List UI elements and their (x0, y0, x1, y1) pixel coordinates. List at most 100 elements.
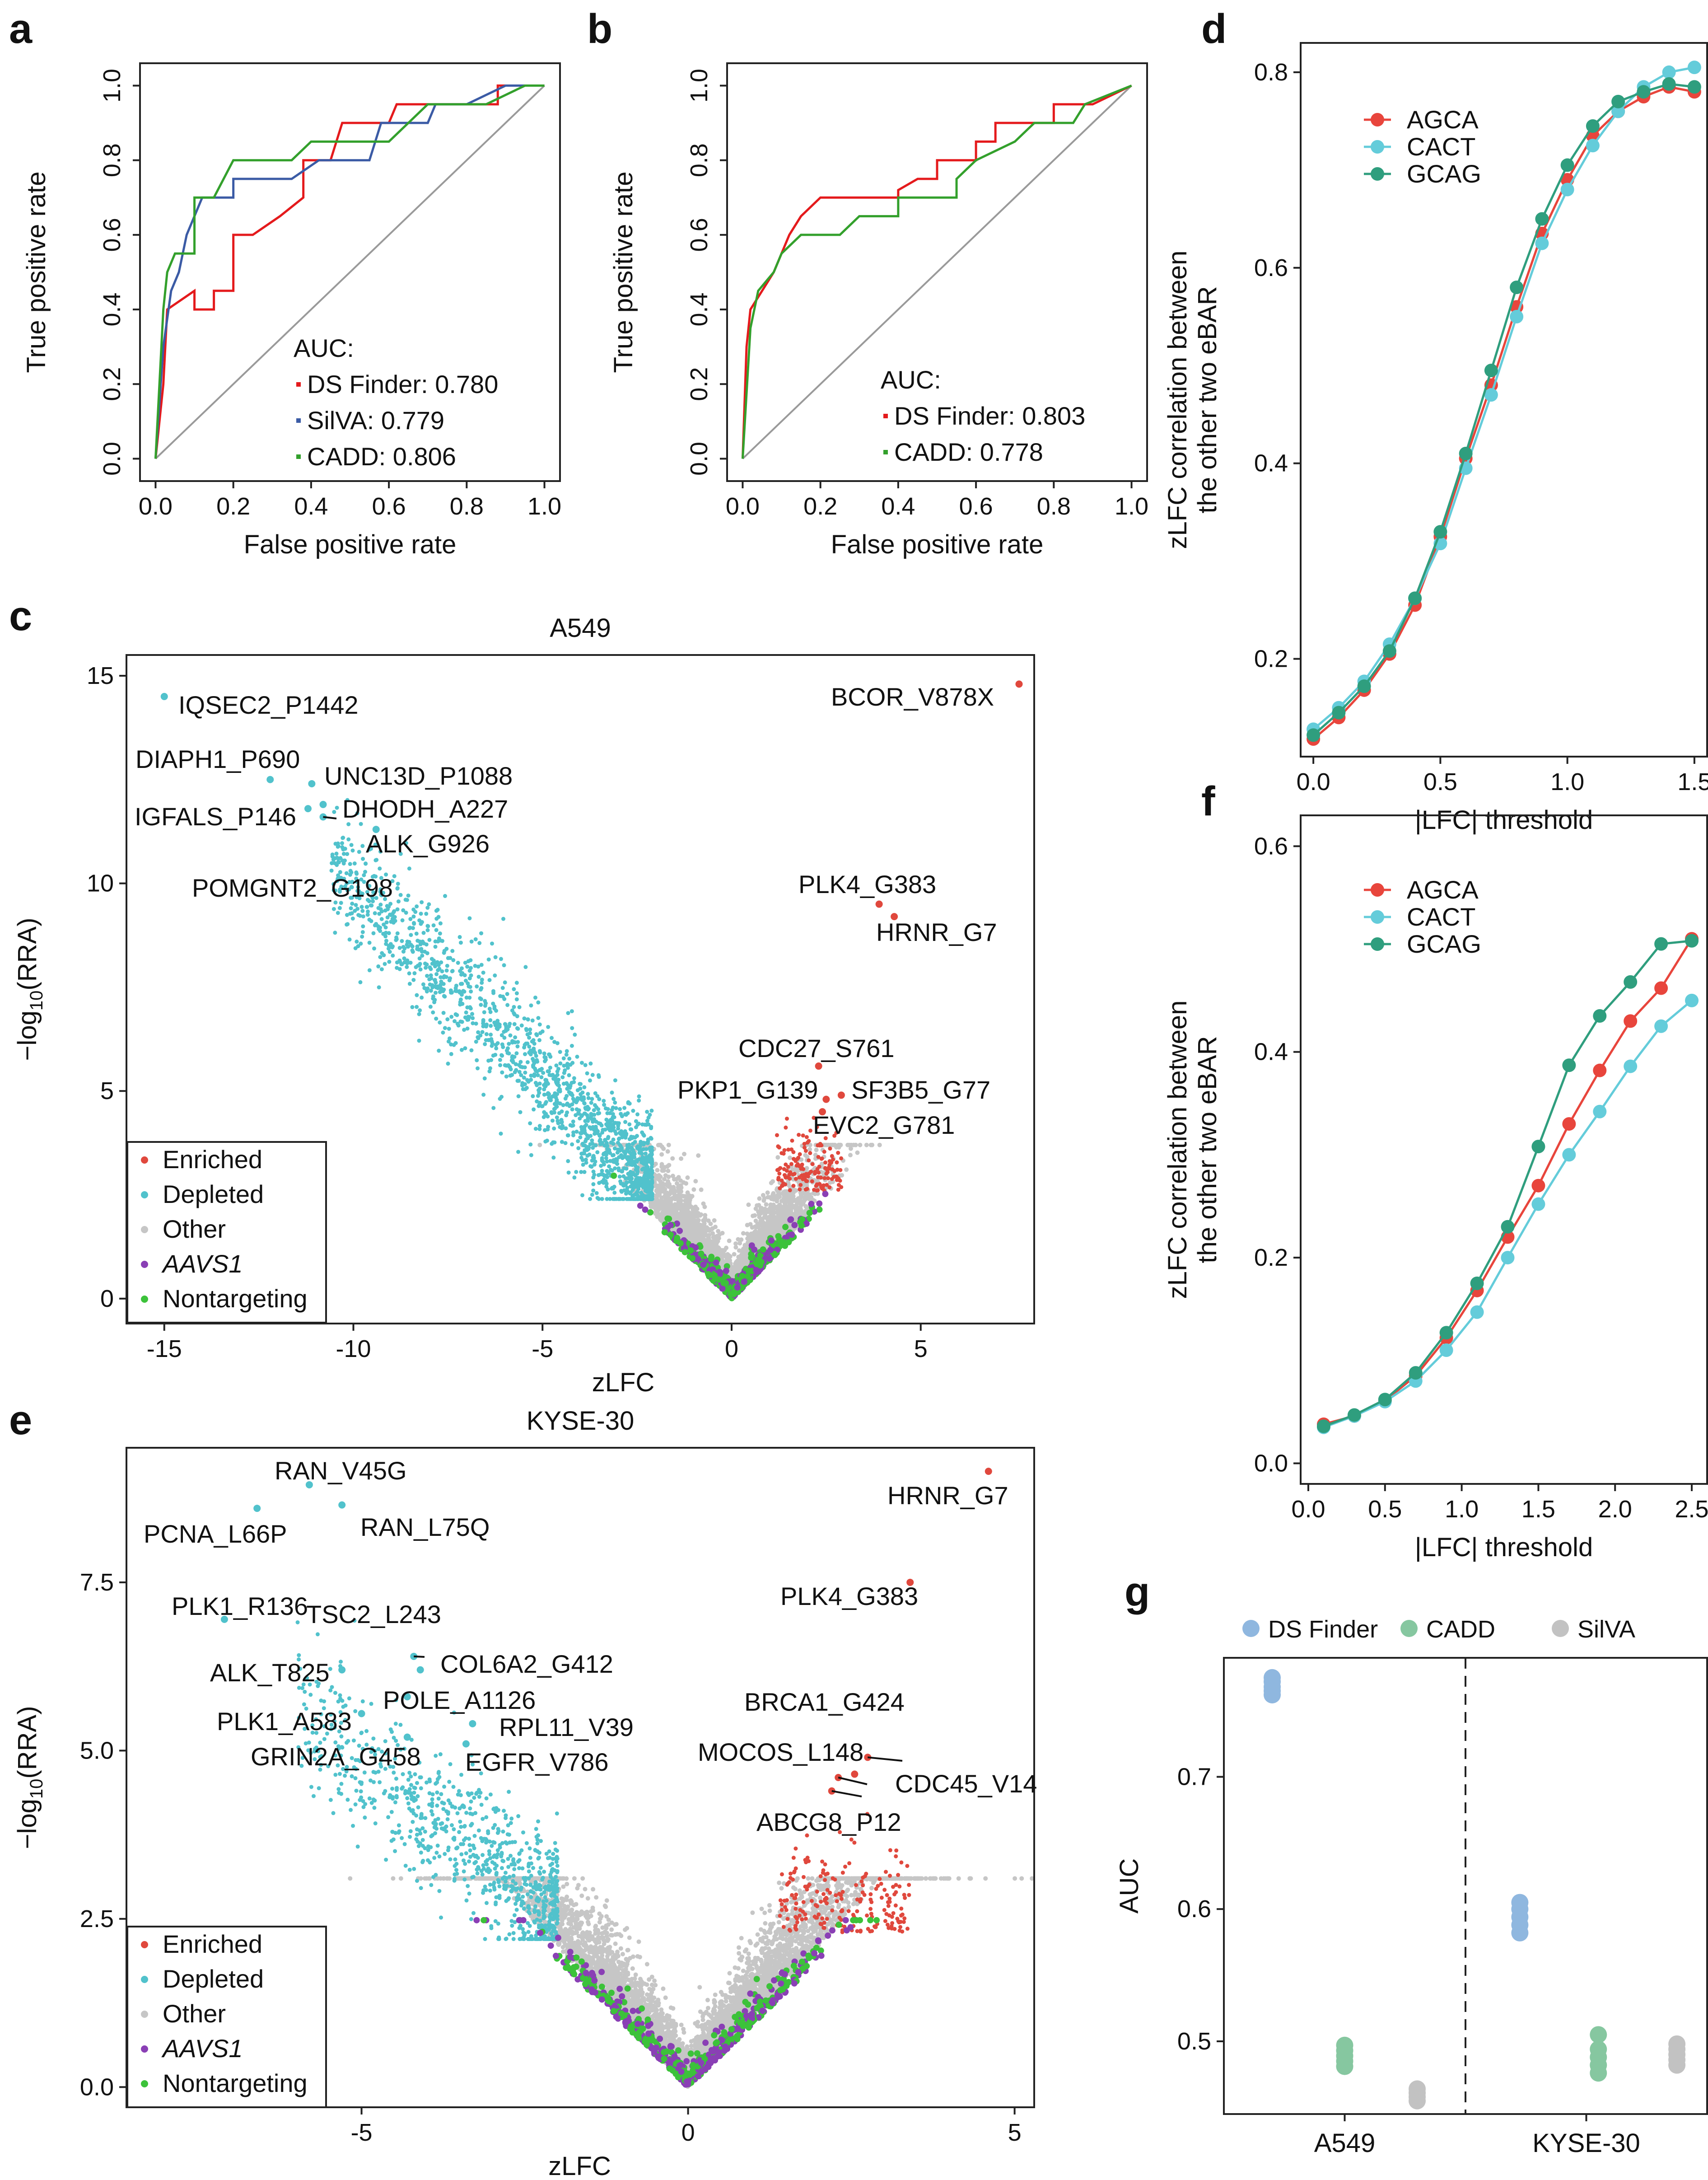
roc-b-xtick-label: 0.2 (803, 493, 837, 520)
corr-d-ytick-label: 0.6 (1254, 254, 1288, 281)
other-point (692, 1220, 697, 1225)
corr-f-legend-key (1371, 910, 1384, 924)
roc-a-ytick-label: 0.0 (98, 442, 126, 476)
depleted-point (396, 899, 401, 904)
other-point (690, 1231, 695, 1236)
other-point (848, 1153, 853, 1158)
roc-a-ylabel-line: True positive rate (22, 172, 51, 373)
roc-b-legend-title: AUC: (881, 365, 941, 394)
depleted-point (550, 1118, 555, 1123)
corr-d-xtick-label: 1.5 (1677, 768, 1708, 795)
other-point (687, 1193, 692, 1198)
other-point (724, 1256, 729, 1261)
corr-d-frame (1300, 42, 1708, 758)
other-point (659, 1164, 664, 1169)
corr-f-xtick-label: 2.0 (1598, 1496, 1632, 1523)
depleted-point (611, 1097, 616, 1101)
other-point (710, 1226, 715, 1231)
depleted-point (623, 1120, 628, 1124)
depleted-point (588, 1078, 592, 1083)
other-point (868, 1142, 873, 1147)
roc-a-xtick-label: 1.0 (527, 493, 561, 520)
other-point (696, 1222, 701, 1227)
depleted-point (493, 1053, 498, 1057)
depleted-point (514, 981, 519, 985)
other-point (699, 1187, 704, 1192)
depleted-point (640, 1122, 645, 1127)
other-point (744, 1248, 749, 1253)
other-point (802, 1198, 807, 1203)
other-point (687, 1226, 692, 1230)
corr-f-point (1347, 1408, 1361, 1422)
corr-d-point (1586, 119, 1600, 133)
other-point (779, 1214, 784, 1219)
depleted-point (523, 965, 528, 969)
depleted-point (493, 973, 497, 978)
depleted-point (469, 989, 473, 994)
corr-d-point (1560, 182, 1574, 196)
other-point (670, 1156, 675, 1161)
other-point (796, 1210, 801, 1215)
other-point (693, 1179, 698, 1184)
corr-f-ylabel-line: the other two eBAR (1193, 1036, 1222, 1263)
other-point (649, 1204, 653, 1209)
depleted-point (418, 1008, 422, 1013)
other-point (662, 1177, 667, 1182)
corr-f-ytick-label: 0.0 (1254, 1450, 1288, 1477)
roc-a-legend-label: CADD: 0.806 (307, 442, 456, 471)
other-point (657, 1214, 662, 1219)
corr-f-legend-label: CACT (1407, 903, 1475, 931)
corr-d-point (1611, 104, 1625, 118)
other-point (663, 1198, 667, 1203)
other-point (759, 1223, 764, 1228)
corr-f-point (1501, 1251, 1515, 1265)
roc-a-ytick-label: 0.6 (98, 218, 126, 252)
other-point (677, 1200, 682, 1205)
corr-d-point (1307, 728, 1321, 742)
other-point (670, 1205, 675, 1210)
roc-b-legend-key (883, 450, 888, 454)
depleted-point (489, 1024, 493, 1028)
other-point (682, 1151, 687, 1156)
other-point (767, 1214, 772, 1219)
depleted-point (484, 1032, 489, 1036)
roc-b-ytick-label: 1.0 (686, 69, 713, 103)
depleted-point (606, 1187, 610, 1192)
depleted-point (337, 906, 342, 910)
other-point (771, 1224, 776, 1229)
depleted-point (536, 1073, 540, 1077)
corr-f-point (1562, 1148, 1576, 1162)
depleted-point (548, 1066, 552, 1070)
other-point (661, 1146, 666, 1151)
roc-a-legend-key (296, 418, 301, 423)
depleted-point (570, 1026, 574, 1030)
other-point (838, 1142, 843, 1147)
corr-d-point (1687, 61, 1701, 75)
other-point (667, 1163, 672, 1168)
other-point (681, 1180, 686, 1185)
corr-d-point (1662, 65, 1676, 79)
other-point (742, 1254, 747, 1259)
roc-a-legend-label: DS Finder: 0.780 (307, 370, 498, 398)
other-point (705, 1240, 710, 1245)
roc-a-xtick-label: 0.8 (450, 493, 484, 520)
corr-d-ylabel-line: zLFC correlation between (1163, 251, 1192, 549)
roc-a-xlabel: False positive rate (244, 530, 457, 559)
other-point (702, 1204, 707, 1209)
corr-d-point (1510, 310, 1524, 324)
depleted-point (532, 1107, 536, 1112)
corr-f-xtick-label: 0.5 (1368, 1496, 1402, 1523)
other-point (653, 1161, 658, 1166)
other-point (786, 1210, 791, 1215)
corr-d-ytick-label: 0.8 (1254, 59, 1288, 86)
depleted-point (607, 1164, 611, 1169)
roc-a-ytick-label: 1.0 (98, 69, 126, 103)
roc-b-ylabel-line: True positive rate (609, 172, 638, 373)
other-point (769, 1209, 774, 1214)
other-point (772, 1196, 777, 1201)
corr-f-point (1624, 1014, 1638, 1028)
other-point (764, 1202, 769, 1207)
roc-a-xtick-label: 0.0 (139, 493, 173, 520)
corr-d-xtick-label: 0.5 (1423, 768, 1457, 795)
other-point (663, 1173, 668, 1178)
